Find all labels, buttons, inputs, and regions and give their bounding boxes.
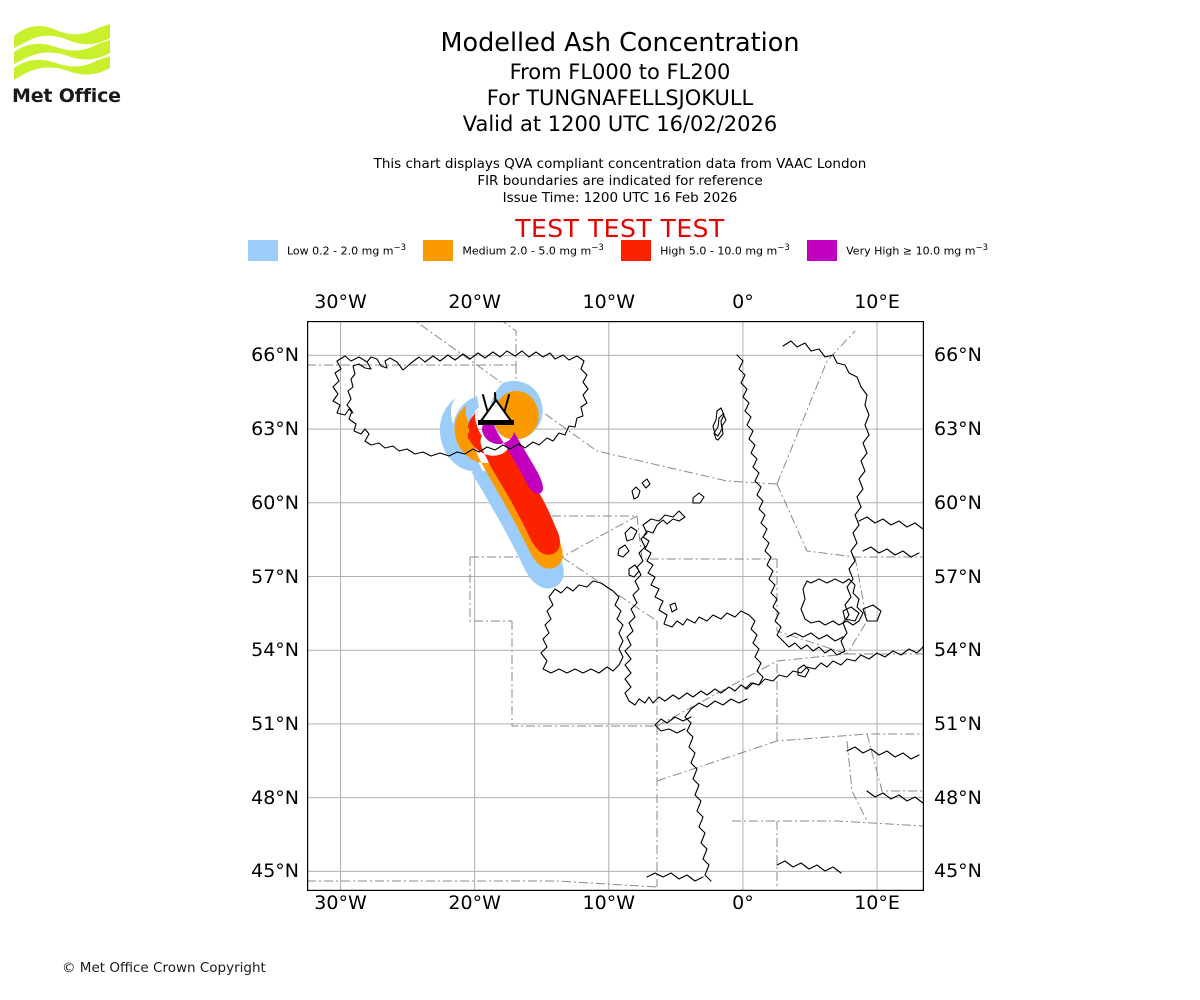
coastline-faroe bbox=[631, 486, 641, 500]
met-office-logo-text: Met Office bbox=[12, 85, 121, 107]
met-office-logo: Met Office bbox=[12, 22, 132, 114]
lat-tick-left-51°N: 51°N bbox=[251, 712, 299, 735]
coastline-iberia bbox=[646, 872, 704, 882]
plume-contour-high bbox=[467, 411, 560, 555]
coastline-central-europe bbox=[860, 646, 924, 660]
legend-label-medium: Medium 2.0 - 5.0 mg m−3 bbox=[462, 242, 604, 258]
lat-tick-right-66°N: 66°N bbox=[934, 344, 982, 367]
title-flight-levels: From FL000 to FL200 bbox=[509, 60, 731, 84]
test-banner: TEST TEST TEST bbox=[515, 214, 725, 243]
fir-boundaries bbox=[307, 321, 924, 888]
lat-tick-right-60°N: 60°N bbox=[934, 491, 982, 514]
lat-tick-right-45°N: 45°N bbox=[934, 860, 982, 883]
legend-swatch-high bbox=[621, 239, 652, 261]
lat-tick-left-57°N: 57°N bbox=[251, 565, 299, 588]
coastline-norway-fjords bbox=[736, 354, 784, 642]
legend-item-low: Low 0.2 - 2.0 mg m−3 bbox=[248, 239, 406, 261]
coastlines bbox=[332, 340, 924, 882]
lon-tick-bottom-10°W: 10°W bbox=[582, 892, 636, 914]
coastline-mediterranean bbox=[776, 860, 842, 874]
coastline-great-britain bbox=[624, 510, 764, 706]
legend-item-very-high: Very High ≥ 10.0 mg m−3 bbox=[807, 239, 988, 261]
coastline-shetland bbox=[712, 407, 725, 437]
lon-tick-bottom-30°W: 30°W bbox=[314, 892, 367, 914]
lat-tick-right-54°N: 54°N bbox=[934, 639, 982, 662]
legend-swatch-medium bbox=[423, 239, 454, 261]
lon-tick-top-0°: 0° bbox=[732, 291, 754, 313]
subtitle-fir-note: FIR boundaries are indicated for referen… bbox=[477, 173, 763, 189]
ash-concentration-map bbox=[307, 321, 924, 891]
coastline-ireland bbox=[540, 580, 624, 674]
concentration-legend: Low 0.2 - 2.0 mg m−3 Medium 2.0 - 5.0 mg… bbox=[248, 239, 988, 261]
coastline-hebrides-2 bbox=[617, 544, 630, 558]
coastline-alps-south bbox=[846, 746, 920, 760]
coastline-nw-europe bbox=[744, 654, 862, 690]
lon-tick-bottom-20°W: 20°W bbox=[448, 892, 501, 914]
plume-speck-1 bbox=[468, 433, 474, 439]
map-frame bbox=[307, 321, 924, 891]
coastline-orkney bbox=[692, 492, 705, 504]
page-title: Modelled Ash Concentration bbox=[440, 28, 800, 58]
coastline-denmark-islands bbox=[842, 606, 860, 622]
lat-tick-right-48°N: 48°N bbox=[934, 786, 982, 809]
coastline-hebrides bbox=[624, 526, 638, 542]
coastline-zealand bbox=[862, 604, 882, 622]
coastline-ijsselmeer bbox=[797, 664, 810, 678]
coastline-iceland-westfjords bbox=[332, 355, 368, 416]
lon-tick-bottom-10°E: 10°E bbox=[854, 892, 900, 914]
plume-speck-2 bbox=[464, 428, 469, 433]
legend-swatch-low bbox=[248, 239, 278, 261]
coastline-hebrides-3 bbox=[628, 564, 640, 578]
coastline-iceland bbox=[346, 350, 589, 457]
coastline-netherlands bbox=[786, 632, 844, 642]
lat-tick-left-54°N: 54°N bbox=[251, 639, 299, 662]
chart-title-block: Modelled Ash Concentration From FL000 to… bbox=[240, 28, 1000, 137]
coastline-brittany bbox=[654, 716, 692, 734]
coastline-faroe-2 bbox=[641, 478, 651, 489]
ash-plume bbox=[439, 381, 564, 589]
subtitle-issue-time: Issue Time: 1200 UTC 16 Feb 2026 bbox=[502, 190, 738, 206]
legend-label-very-high: Very High ≥ 10.0 mg m−3 bbox=[846, 242, 989, 258]
subtitle-qva-note: This chart displays QVA compliant concen… bbox=[373, 156, 867, 172]
lat-tick-left-48°N: 48°N bbox=[251, 786, 299, 809]
legend-swatch-very-high bbox=[807, 239, 838, 261]
title-volcano-name: For TUNGNAFELLSJOKULL bbox=[486, 86, 754, 110]
coastline-italy-north bbox=[866, 790, 924, 804]
title-valid-time: Valid at 1200 UTC 16/02/2026 bbox=[462, 112, 778, 136]
coastline-france bbox=[684, 698, 748, 882]
coastline-norway bbox=[782, 340, 870, 656]
lat-tick-left-60°N: 60°N bbox=[251, 491, 299, 514]
lat-tick-left-66°N: 66°N bbox=[251, 344, 299, 367]
lat-tick-left-45°N: 45°N bbox=[251, 860, 299, 883]
lon-tick-top-20°W: 20°W bbox=[448, 291, 501, 313]
lat-tick-right-57°N: 57°N bbox=[934, 565, 982, 588]
coastline-sweden-south bbox=[862, 546, 920, 558]
coastline-isle-of-man bbox=[669, 602, 678, 613]
chart-subtitle-block: This chart displays QVA compliant concen… bbox=[240, 156, 1000, 207]
plume-contour-very-high bbox=[482, 417, 543, 494]
legend-item-high: High 5.0 - 10.0 mg m−3 bbox=[621, 239, 790, 261]
coastline-shetland-main bbox=[713, 413, 727, 441]
lat-tick-left-63°N: 63°N bbox=[251, 418, 299, 441]
lon-tick-top-10°W: 10°W bbox=[582, 291, 636, 313]
map-canvas bbox=[307, 321, 924, 891]
legend-item-medium: Medium 2.0 - 5.0 mg m−3 bbox=[423, 239, 604, 261]
volcano-symbol bbox=[478, 392, 514, 425]
lon-tick-top-10°E: 10°E bbox=[854, 291, 900, 313]
coastline-sweden bbox=[858, 516, 924, 530]
legend-label-high: High 5.0 - 10.0 mg m−3 bbox=[660, 242, 790, 258]
met-office-wave-mark bbox=[14, 24, 110, 80]
lon-tick-bottom-0°: 0° bbox=[732, 892, 754, 914]
legend-label-low: Low 0.2 - 2.0 mg m−3 bbox=[287, 242, 407, 258]
coastline-denmark bbox=[800, 578, 864, 626]
lat-tick-right-63°N: 63°N bbox=[934, 418, 982, 441]
lat-tick-right-51°N: 51°N bbox=[934, 712, 982, 735]
lon-tick-top-30°W: 30°W bbox=[314, 291, 367, 313]
copyright-footer: © Met Office Crown Copyright bbox=[62, 960, 266, 976]
